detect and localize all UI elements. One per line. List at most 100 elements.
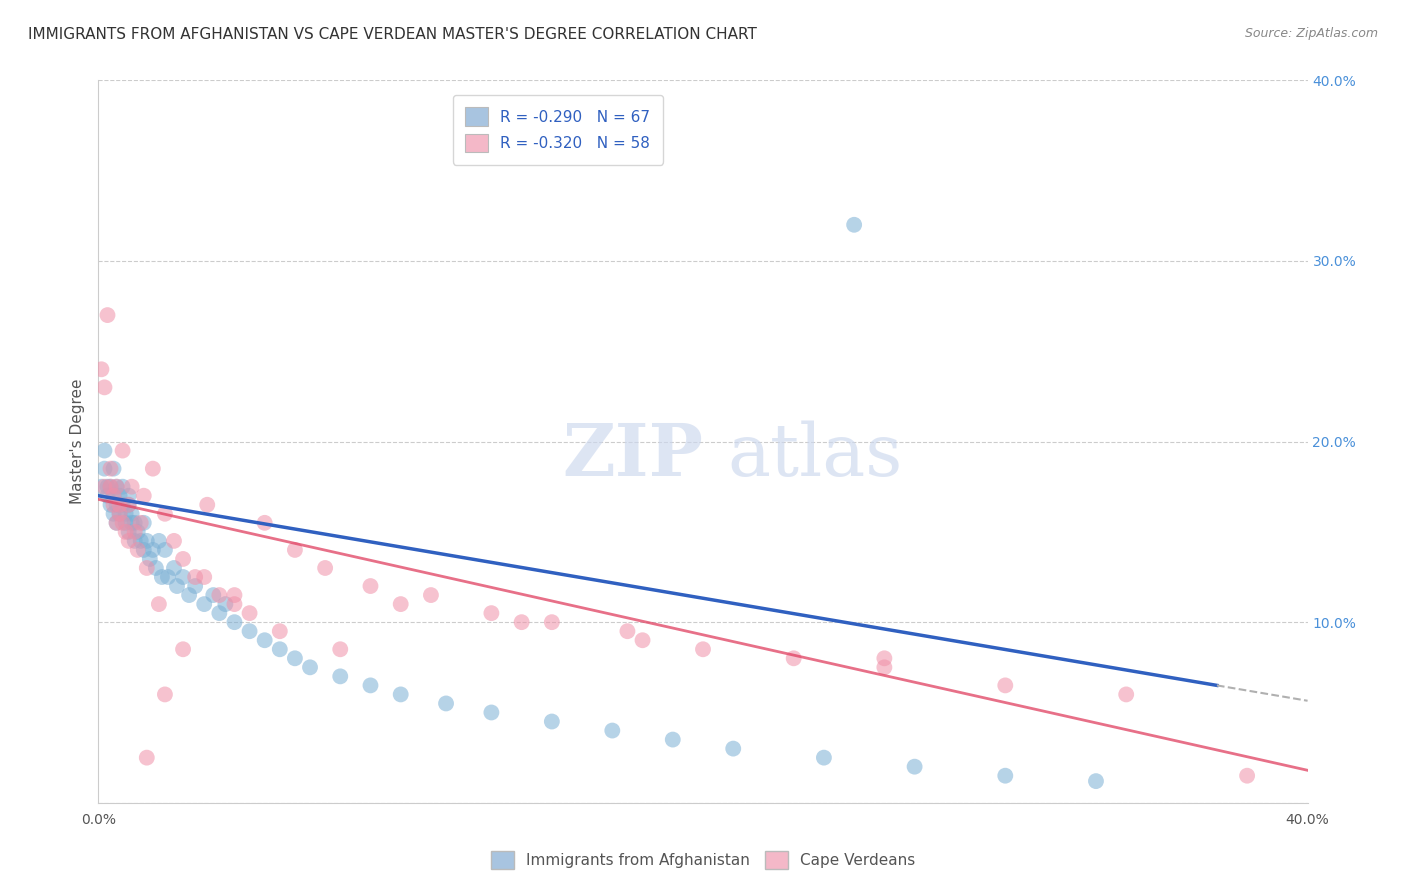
Point: [111, 498, 134, 512]
Point: [904, 760, 927, 774]
Point: [172, 552, 194, 566]
Point: [179, 588, 201, 602]
Point: [253, 633, 276, 648]
Point: [631, 633, 654, 648]
Point: [100, 480, 122, 494]
Legend: Immigrants from Afghanistan, Cape Verdeans: Immigrants from Afghanistan, Cape Verdea…: [485, 845, 921, 875]
Point: [103, 498, 125, 512]
Point: [105, 498, 128, 512]
Point: [873, 651, 896, 665]
Point: [114, 507, 136, 521]
Point: [153, 542, 176, 557]
Point: [132, 542, 155, 557]
Point: [314, 561, 336, 575]
Point: [135, 561, 157, 575]
Point: [118, 498, 141, 512]
Point: [145, 561, 167, 575]
Point: [150, 570, 173, 584]
Point: [844, 218, 866, 232]
Point: [723, 741, 745, 756]
Point: [127, 524, 149, 539]
Point: [121, 516, 143, 530]
Point: [93, 480, 115, 494]
Point: [129, 533, 152, 548]
Point: [108, 498, 131, 512]
Point: [510, 615, 533, 630]
Point: [481, 606, 503, 620]
Legend: R = -0.290   N = 67, R = -0.320   N = 58: R = -0.290 N = 67, R = -0.320 N = 58: [453, 95, 662, 164]
Point: [224, 597, 246, 611]
Text: IMMIGRANTS FROM AFGHANISTAN VS CAPE VERDEAN MASTER'S DEGREE CORRELATION CHART: IMMIGRANTS FROM AFGHANISTAN VS CAPE VERD…: [28, 27, 756, 42]
Point: [994, 769, 1017, 783]
Point: [813, 750, 835, 764]
Point: [96, 489, 118, 503]
Point: [148, 597, 170, 611]
Point: [214, 597, 236, 611]
Point: [111, 516, 134, 530]
Point: [118, 498, 141, 512]
Point: [389, 597, 412, 611]
Point: [193, 597, 215, 611]
Point: [105, 516, 128, 530]
Point: [93, 443, 115, 458]
Point: [111, 480, 134, 494]
Text: atlas: atlas: [727, 421, 903, 491]
Point: [111, 443, 134, 458]
Point: [208, 606, 231, 620]
Point: [481, 706, 503, 720]
Point: [105, 480, 128, 494]
Point: [661, 732, 683, 747]
Point: [239, 606, 262, 620]
Point: [253, 516, 276, 530]
Point: [129, 516, 152, 530]
Point: [100, 498, 122, 512]
Point: [108, 507, 131, 521]
Point: [90, 480, 112, 494]
Point: [148, 533, 170, 548]
Point: [360, 579, 382, 593]
Point: [135, 533, 157, 548]
Point: [616, 624, 638, 639]
Point: [540, 615, 562, 630]
Point: [118, 489, 141, 503]
Point: [284, 542, 307, 557]
Point: [124, 533, 146, 548]
Point: [163, 533, 186, 548]
Point: [153, 687, 176, 701]
Point: [139, 552, 162, 566]
Point: [96, 308, 118, 322]
Point: [994, 678, 1017, 692]
Point: [360, 678, 382, 692]
Point: [103, 489, 125, 503]
Point: [184, 570, 207, 584]
Point: [239, 624, 262, 639]
Point: [124, 524, 146, 539]
Point: [783, 651, 806, 665]
Point: [1085, 774, 1108, 789]
Point: [224, 588, 246, 602]
Point: [193, 570, 215, 584]
Point: [108, 489, 131, 503]
Point: [114, 516, 136, 530]
Point: [602, 723, 624, 738]
Point: [284, 651, 307, 665]
Point: [1115, 687, 1137, 701]
Point: [103, 507, 125, 521]
Point: [90, 362, 112, 376]
Point: [118, 524, 141, 539]
Point: [224, 615, 246, 630]
Y-axis label: Master's Degree: Master's Degree: [69, 379, 84, 504]
Point: [100, 480, 122, 494]
Point: [166, 579, 188, 593]
Point: [96, 480, 118, 494]
Point: [153, 507, 176, 521]
Point: [299, 660, 322, 674]
Point: [108, 507, 131, 521]
Point: [195, 498, 218, 512]
Point: [269, 642, 291, 657]
Point: [873, 660, 896, 674]
Point: [1236, 769, 1258, 783]
Point: [163, 561, 186, 575]
Point: [135, 750, 157, 764]
Point: [103, 461, 125, 475]
